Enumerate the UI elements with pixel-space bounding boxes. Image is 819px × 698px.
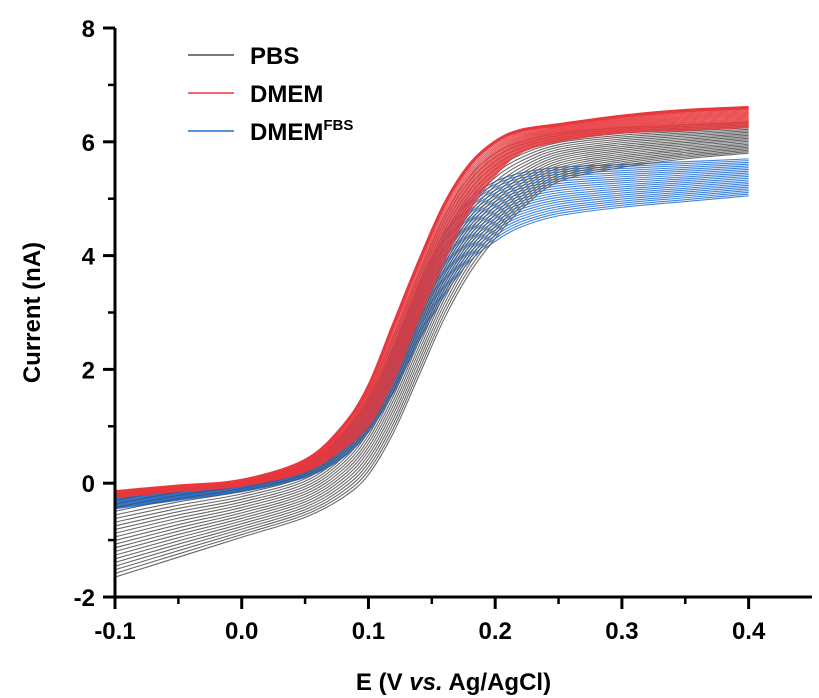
legend-label-superscript: FBS <box>323 117 353 134</box>
series-dmemfbs-trace <box>114 168 749 500</box>
series-pbs-trace <box>114 136 749 538</box>
legend-label-text: DMEM <box>250 119 323 146</box>
series-pbs-trace <box>114 140 749 549</box>
y-tick-label: 6 <box>82 130 95 157</box>
legend-label-text: PBS <box>250 43 299 70</box>
series-dmemfbs-trace <box>114 160 749 496</box>
x-tick-label: 0.2 <box>478 618 511 645</box>
y-tick-label: 2 <box>82 357 95 384</box>
series-pbs-trace <box>114 151 749 574</box>
series-pbs-trace <box>114 149 749 571</box>
x-tick-label: -0.1 <box>94 618 135 645</box>
series-pbs-trace <box>114 128 749 520</box>
series-dmem-trace <box>114 123 749 497</box>
legend-label-pbs: PBS <box>250 43 299 70</box>
series-pbs-trace <box>114 146 749 563</box>
legend-label-dmem: DMEM <box>250 81 323 108</box>
tick-labels: -0.1 0.0 0.1 0.2 0.3 0.4 -2 0 2 4 6 8 <box>74 16 766 645</box>
series-pbs-trace <box>114 131 749 527</box>
series-pbs-trace <box>114 143 749 556</box>
series-dmemfbs <box>114 158 749 510</box>
plot-traces <box>114 106 749 578</box>
x-axis-title: E (V vs. Ag/AgCl) <box>356 669 551 696</box>
series-dmem-edge <box>114 106 749 494</box>
series-pbs-trace <box>114 148 749 567</box>
series-pbs-trace <box>114 125 749 512</box>
series-dmemfbs-trace <box>114 161 749 497</box>
series-pbs-trace <box>114 139 749 545</box>
x-axis-title-part: vs. <box>409 669 442 696</box>
y-axis-title: Current (nA) <box>19 242 46 383</box>
x-tick-label: 0.1 <box>352 618 385 645</box>
series-dmemfbs-trace <box>114 193 749 509</box>
series-pbs-trace <box>114 137 749 542</box>
legend-label-dmemfbs: DMEMFBS <box>250 117 353 146</box>
tick-marks <box>103 26 751 609</box>
y-tick-label: 0 <box>82 471 95 498</box>
legend-label-text: DMEM <box>250 81 323 108</box>
x-tick-label: 0.0 <box>225 618 258 645</box>
series-dmemfbs-trace <box>114 175 749 502</box>
x-tick-label: 0.4 <box>732 618 766 645</box>
x-axis-title-part: Ag/AgCl) <box>443 669 551 696</box>
y-tick-label: -2 <box>74 585 95 612</box>
y-tick-label: 8 <box>82 16 95 43</box>
series-pbs-trace <box>114 145 749 560</box>
series-dmemfbs-trace <box>114 184 749 506</box>
series-dmemfbs-trace <box>114 174 749 502</box>
series-pbs-trace <box>114 142 749 553</box>
series-dmem <box>114 106 749 498</box>
x-axis-title-part: E (V <box>356 669 409 696</box>
y-tick-label: 4 <box>82 244 96 271</box>
x-tick-label: 0.3 <box>605 618 638 645</box>
series-dmemfbs-trace <box>114 167 749 499</box>
series-pbs-trace <box>114 152 749 578</box>
